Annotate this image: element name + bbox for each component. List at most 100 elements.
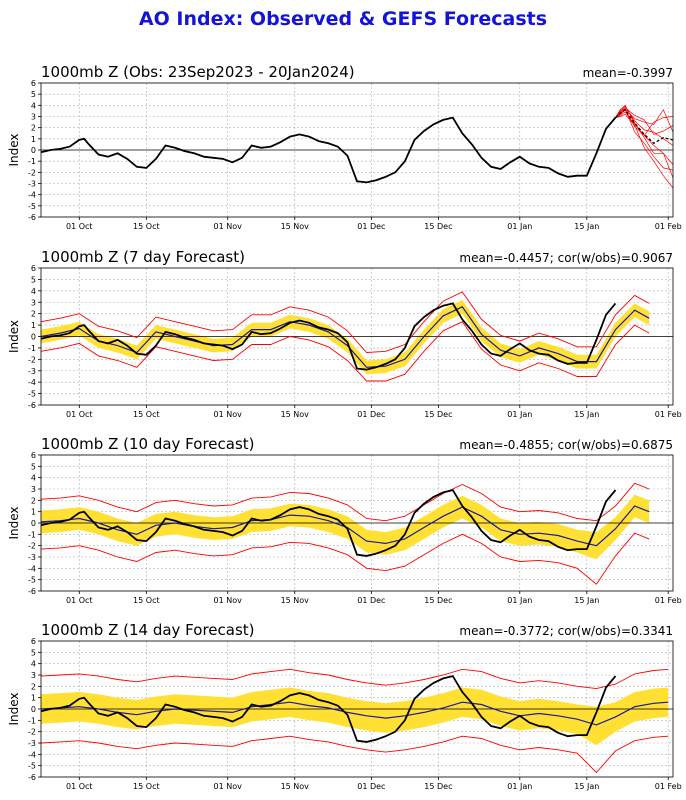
x-tick-label: 01 Dec bbox=[357, 410, 385, 419]
y-tick-label: -5 bbox=[28, 576, 36, 585]
y-tick-label: -4 bbox=[28, 191, 36, 200]
y-tick-label: 5 bbox=[31, 648, 36, 657]
x-tick-label: 15 Dec bbox=[424, 596, 452, 605]
x-tick-label: 01 Nov bbox=[214, 596, 243, 605]
panel-mean-annotation: mean=-0.4457; cor(w/obs)=0.9067 bbox=[459, 251, 673, 265]
y-axis-label: Index bbox=[7, 133, 21, 166]
panel-title: 1000mb Z (7 day Forecast) bbox=[41, 248, 245, 266]
y-tick-label: 6 bbox=[31, 264, 36, 273]
chart-panel-4: -6 -5 -4 -3 -2 -1 0 1 2 3 4 5 6 01 Oct 15 Oct 01 Nov 15 … bbox=[7, 621, 682, 791]
y-tick-label: 6 bbox=[31, 637, 36, 646]
x-tick-label: 15 Dec bbox=[424, 410, 452, 419]
x-tick-label: 01 Dec bbox=[357, 222, 385, 231]
y-tick-label: 2 bbox=[31, 124, 36, 133]
x-tick-label: 01 Jan bbox=[507, 222, 532, 231]
y-tick-label: -6 bbox=[28, 213, 36, 222]
y-tick-label: -3 bbox=[28, 739, 36, 748]
x-tick-label: 15 Jan bbox=[574, 410, 599, 419]
y-tick-label: -2 bbox=[28, 355, 36, 364]
y-tick-label: 0 bbox=[31, 705, 36, 714]
y-tick-label: 3 bbox=[31, 485, 36, 494]
x-tick-label: 15 Oct bbox=[133, 222, 160, 231]
x-tick-label: 01 Feb bbox=[655, 596, 682, 605]
x-tick-label: 15 Jan bbox=[574, 222, 599, 231]
y-tick-label: 5 bbox=[31, 462, 36, 471]
y-tick-label: 1 bbox=[31, 321, 36, 330]
x-tick-label: 01 Nov bbox=[214, 222, 243, 231]
forecast-mean-line bbox=[40, 306, 650, 368]
y-tick-label: -5 bbox=[28, 390, 36, 399]
y-tick-label: -5 bbox=[28, 762, 36, 771]
y-tick-label: 0 bbox=[31, 146, 36, 155]
y-tick-label: 3 bbox=[31, 671, 36, 680]
y-tick-label: -1 bbox=[28, 530, 36, 539]
y-tick-label: 4 bbox=[31, 287, 36, 296]
y-tick-label: 3 bbox=[31, 113, 36, 122]
y-tick-label: 2 bbox=[31, 496, 36, 505]
x-tick-label: 15 Jan bbox=[574, 782, 599, 791]
x-tick-label: 15 Oct bbox=[133, 410, 160, 419]
panel-title: 1000mb Z (14 day Forecast) bbox=[41, 621, 255, 639]
chart-panel-1: -6 -5 -4 -3 -2 -1 0 1 2 3 4 5 6 01 Oct 15 Oct 01 Nov 15 … bbox=[7, 63, 682, 231]
x-tick-label: 15 Dec bbox=[424, 782, 452, 791]
x-tick-label: 15 Dec bbox=[424, 222, 452, 231]
x-tick-label: 01 Dec bbox=[357, 782, 385, 791]
x-tick-label: 01 Oct bbox=[66, 410, 93, 419]
panel-mean-annotation: mean=-0.3997 bbox=[583, 66, 673, 80]
y-axis-label: Index bbox=[7, 320, 21, 353]
y-tick-label: -5 bbox=[28, 202, 36, 211]
envelope-upper-line bbox=[40, 291, 650, 353]
y-tick-label: 4 bbox=[31, 101, 36, 110]
y-tick-label: -1 bbox=[28, 344, 36, 353]
envelope-upper-line bbox=[40, 482, 650, 522]
panel-title: 1000mb Z (10 day Forecast) bbox=[41, 435, 255, 453]
observed-line bbox=[40, 116, 617, 184]
ensemble-member-line bbox=[615, 113, 674, 189]
envelope-lower-line bbox=[40, 321, 650, 382]
observed-line bbox=[40, 489, 617, 557]
x-tick-label: 15 Oct bbox=[133, 596, 160, 605]
x-tick-label: 01 Oct bbox=[66, 782, 93, 791]
y-tick-label: 3 bbox=[31, 298, 36, 307]
y-tick-label: 1 bbox=[31, 694, 36, 703]
y-tick-label: -6 bbox=[28, 401, 36, 410]
y-tick-label: -3 bbox=[28, 180, 36, 189]
ensemble-member-line bbox=[615, 104, 674, 165]
x-tick-label: 15 Oct bbox=[133, 782, 160, 791]
x-tick-label: 15 Nov bbox=[281, 596, 310, 605]
y-tick-label: 5 bbox=[31, 275, 36, 284]
x-tick-label: 01 Feb bbox=[655, 782, 682, 791]
y-tick-label: 4 bbox=[31, 660, 36, 669]
x-tick-label: 01 Feb bbox=[655, 410, 682, 419]
ensemble-member-line bbox=[615, 109, 674, 137]
y-tick-label: -4 bbox=[28, 564, 36, 573]
x-tick-label: 15 Nov bbox=[281, 782, 310, 791]
y-tick-label: 2 bbox=[31, 310, 36, 319]
y-tick-label: -3 bbox=[28, 367, 36, 376]
y-tick-label: 2 bbox=[31, 682, 36, 691]
y-tick-label: -4 bbox=[28, 378, 36, 387]
envelope-upper-line bbox=[40, 668, 669, 690]
x-tick-label: 01 Oct bbox=[66, 596, 93, 605]
x-tick-label: 01 Nov bbox=[214, 410, 243, 419]
x-tick-label: 01 Jan bbox=[507, 782, 532, 791]
panel-mean-annotation: mean=-0.4855; cor(w/obs)=0.6875 bbox=[459, 438, 673, 452]
page-title: AO Index: Observed & GEFS Forecasts bbox=[138, 8, 548, 30]
y-tick-label: -1 bbox=[28, 157, 36, 166]
chart-panel-3: -6 -5 -4 -3 -2 -1 0 1 2 3 4 5 6 01 Oct 15 Oct 01 Nov 15 … bbox=[7, 435, 682, 605]
envelope-lower-line bbox=[40, 532, 650, 585]
panel-title: 1000mb Z (Obs: 23Sep2023 - 20Jan2024) bbox=[41, 63, 355, 81]
y-tick-label: -1 bbox=[28, 716, 36, 725]
x-tick-label: 01 Jan bbox=[507, 410, 532, 419]
ensemble-member-line bbox=[615, 107, 674, 135]
y-tick-label: 0 bbox=[31, 333, 36, 342]
x-tick-label: 01 Feb bbox=[655, 222, 682, 231]
y-tick-label: 6 bbox=[31, 79, 36, 88]
x-tick-label: 01 Oct bbox=[66, 222, 93, 231]
ensemble-member-line bbox=[615, 108, 674, 171]
observed-line bbox=[40, 675, 617, 743]
x-tick-label: 01 Jan bbox=[507, 596, 532, 605]
y-tick-label: -2 bbox=[28, 728, 36, 737]
observed-line bbox=[40, 302, 617, 371]
